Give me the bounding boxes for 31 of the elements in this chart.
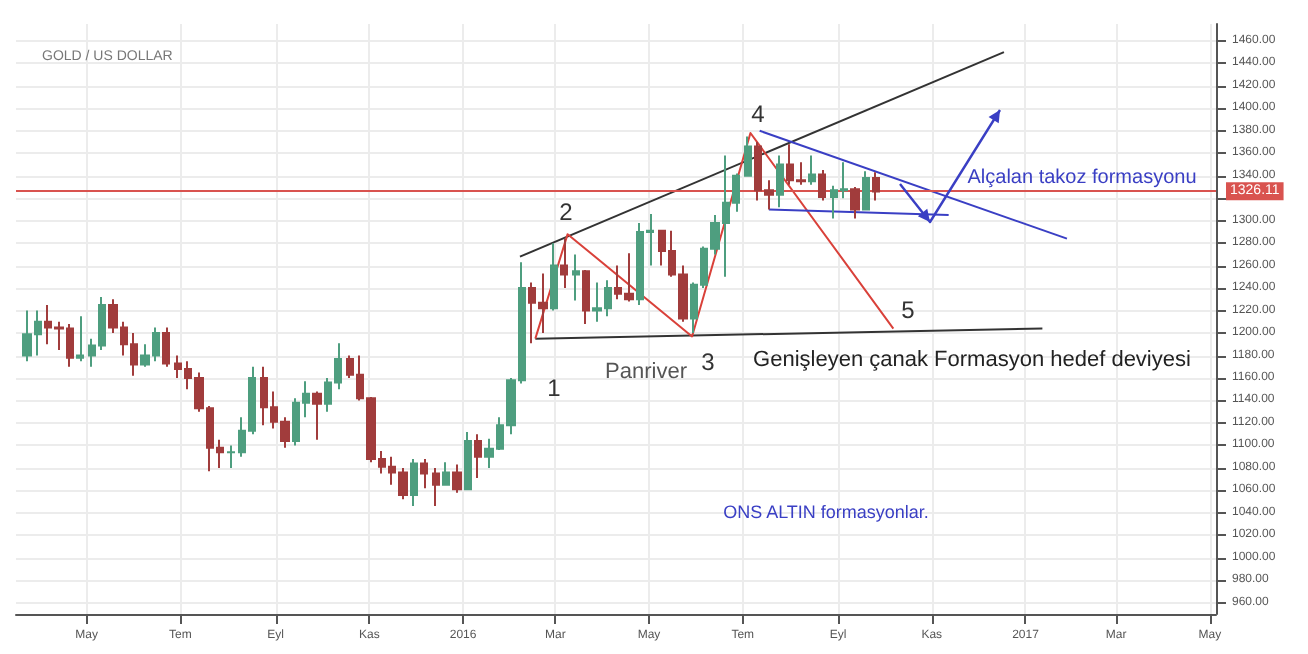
candlestick — [420, 457, 428, 490]
annotation: Alçalan takoz formasyonu — [967, 167, 1197, 189]
annotation: 4 — [751, 100, 766, 128]
annotation: Panriver — [605, 360, 688, 384]
annotation: Genişleyen çanak Formasyon hedef deviyesi — [753, 348, 1191, 372]
candlestick — [776, 154, 784, 209]
candlestick — [818, 169, 826, 202]
candlestick — [432, 466, 440, 508]
line-series — [534, 132, 895, 340]
annotation: 2 — [559, 198, 574, 226]
candlestick — [312, 390, 322, 441]
candlestick — [744, 135, 752, 177]
candlestick — [582, 269, 590, 326]
candlestick — [162, 326, 170, 368]
candlestick — [464, 430, 472, 491]
annotation: 5 — [901, 296, 916, 324]
candlestick — [410, 457, 418, 508]
annotation: 1 — [547, 374, 562, 402]
candlestick — [452, 463, 462, 494]
candlestick — [808, 154, 816, 186]
candlestick — [850, 185, 860, 220]
candlestick — [572, 253, 580, 302]
candlestick — [862, 170, 870, 211]
candlestick — [474, 433, 482, 480]
annotation: ONS ALTIN formasyonlar. — [723, 502, 929, 522]
candlestick — [76, 315, 84, 363]
candlestick — [550, 242, 558, 312]
candlestick — [872, 171, 880, 202]
candlestick — [442, 461, 450, 486]
candlestick — [560, 237, 568, 290]
annotation: 3 — [701, 348, 716, 376]
